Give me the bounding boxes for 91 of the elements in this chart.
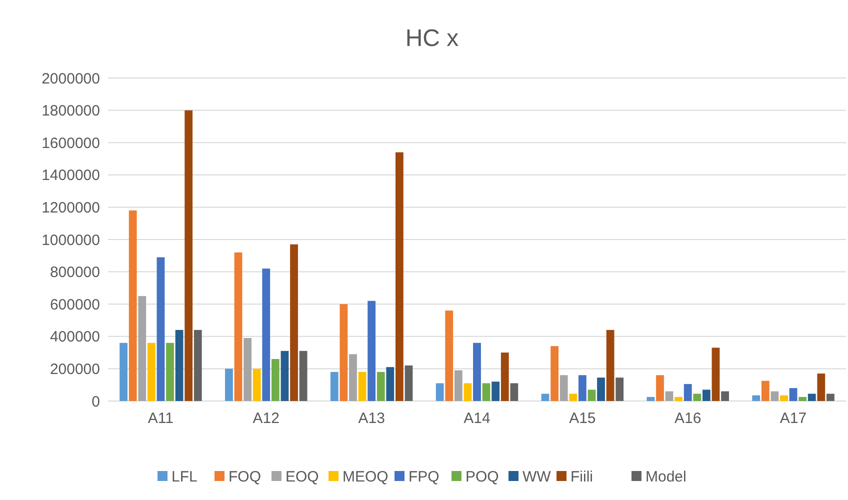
bar	[770, 391, 779, 401]
bar	[482, 383, 490, 401]
bar	[349, 354, 357, 401]
y-tick-label: 1800000	[42, 102, 100, 120]
legend-label: Fiili	[570, 468, 593, 486]
bar	[492, 382, 500, 401]
bar	[616, 378, 624, 401]
bar	[817, 374, 826, 401]
bar	[330, 372, 338, 401]
bar	[436, 383, 444, 401]
bar	[271, 359, 280, 401]
bar	[721, 391, 729, 401]
bar	[665, 391, 674, 401]
bar	[646, 396, 655, 401]
y-tick-label: 2000000	[42, 70, 100, 88]
bar	[396, 152, 404, 401]
x-tick-label: A16	[674, 410, 702, 427]
bar	[684, 384, 692, 401]
bar	[712, 348, 720, 401]
bar	[510, 383, 518, 401]
legend-label: MEOQ	[342, 468, 388, 486]
bar	[550, 346, 558, 401]
bar	[693, 394, 702, 401]
bar	[386, 367, 394, 401]
y-tick-label: 1400000	[42, 167, 100, 184]
bar	[702, 390, 710, 401]
bar	[175, 330, 184, 401]
bar	[541, 394, 550, 401]
bar	[560, 375, 568, 401]
bar	[798, 396, 807, 401]
bar	[225, 368, 233, 401]
bar	[606, 330, 614, 401]
bar	[358, 372, 366, 401]
bar	[138, 296, 146, 401]
x-tick-label: A15	[569, 410, 596, 427]
bar	[789, 388, 798, 401]
bar	[578, 375, 586, 401]
bar	[290, 244, 298, 401]
bar	[280, 350, 289, 401]
bar	[368, 300, 376, 401]
bar	[184, 110, 193, 401]
legend-label: FOQ	[228, 468, 261, 486]
bar	[674, 396, 683, 401]
bar	[376, 372, 385, 401]
bar	[808, 394, 816, 401]
chart-title: HC x	[405, 25, 459, 52]
y-tick-label: 1200000	[42, 199, 100, 216]
y-tick-label: 600000	[50, 296, 100, 314]
bar	[340, 304, 348, 401]
legend-label: FPQ	[408, 468, 440, 486]
x-tick-label: A14	[464, 410, 490, 427]
y-tick-label: 400000	[50, 328, 100, 346]
bar	[166, 342, 174, 401]
x-tick-label: A17	[780, 410, 807, 427]
bar	[473, 342, 481, 401]
bar	[464, 383, 472, 401]
bar	[588, 390, 596, 401]
legend-label: LFL	[172, 468, 198, 486]
bar	[500, 352, 509, 401]
bar	[761, 380, 770, 401]
bar	[752, 395, 760, 401]
y-tick-label: 200000	[50, 360, 100, 378]
bar	[120, 342, 128, 401]
y-tick-label: 800000	[50, 264, 100, 282]
bar	[569, 394, 578, 401]
legend-label: Model	[646, 468, 686, 486]
y-tick-label: 1000000	[42, 232, 100, 249]
y-tick-label: 1600000	[42, 134, 100, 152]
bar	[128, 210, 137, 401]
bar	[252, 368, 261, 401]
x-tick-label: A12	[252, 410, 280, 427]
bar	[299, 350, 308, 401]
bar	[194, 330, 202, 401]
bar	[244, 338, 252, 401]
x-tick-label: A11	[148, 410, 174, 427]
bar	[234, 252, 242, 401]
x-tick-label: A13	[358, 410, 385, 427]
bar	[780, 395, 788, 401]
bar	[445, 310, 454, 401]
bar	[147, 342, 156, 401]
legend-label: WW	[522, 468, 552, 486]
bar	[404, 365, 413, 401]
y-tick-label: 0	[92, 393, 100, 410]
bar	[597, 378, 605, 401]
bar	[156, 257, 165, 401]
legend-label: POQ	[466, 468, 499, 486]
legend-label: EOQ	[286, 468, 319, 486]
bar	[826, 394, 834, 401]
bar	[656, 375, 664, 401]
bar	[454, 370, 462, 401]
bar	[262, 268, 270, 401]
